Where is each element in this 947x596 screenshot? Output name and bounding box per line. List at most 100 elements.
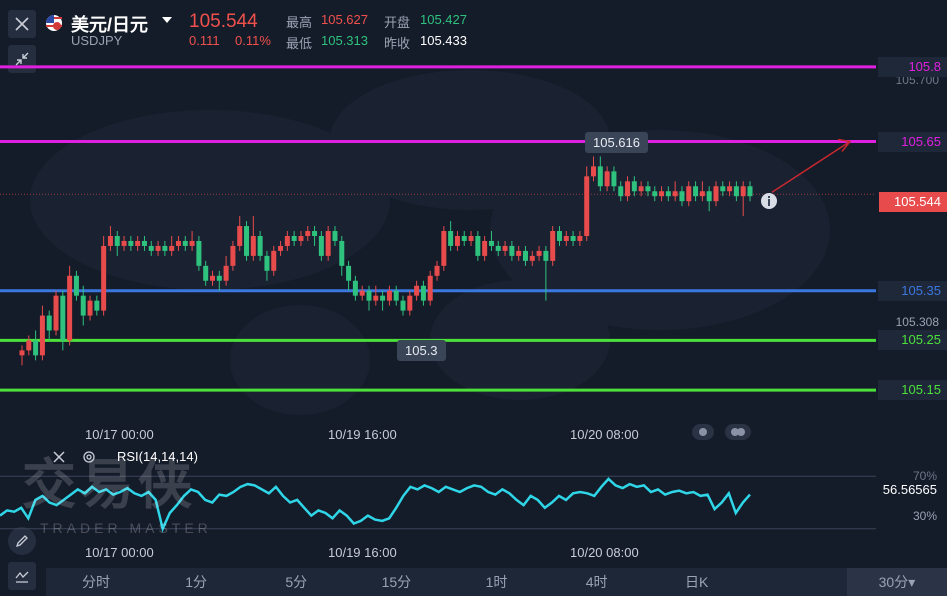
candle-body xyxy=(264,255,270,271)
candle-body xyxy=(67,275,73,341)
candle-body xyxy=(182,240,188,246)
tab-30min[interactable]: 30分▾ xyxy=(846,568,947,596)
candle-body xyxy=(148,245,154,251)
candle-body xyxy=(101,245,107,311)
level-105-15-tag: 105.15 xyxy=(878,380,947,401)
candle-body xyxy=(250,236,256,256)
candle-body xyxy=(46,315,52,331)
candle-body xyxy=(407,295,413,311)
rsi-time-label-3: 10/20 08:00 xyxy=(570,545,639,560)
candle-body xyxy=(339,240,345,266)
price-change: 0.111 xyxy=(189,33,220,48)
candle-body xyxy=(652,191,658,197)
candle-body xyxy=(570,236,576,241)
candle-body xyxy=(352,280,358,296)
settings-icon[interactable] xyxy=(82,450,96,464)
axis-label-bottom: 105.308 xyxy=(895,315,939,329)
candle-body xyxy=(727,186,733,192)
candle-body xyxy=(94,300,100,311)
candle-body xyxy=(502,245,508,251)
candle-body xyxy=(414,285,420,296)
open-label: 开盘 xyxy=(384,15,411,30)
candle-body xyxy=(699,191,705,197)
candle-body xyxy=(162,245,168,251)
candle-body xyxy=(53,295,59,331)
candle-body xyxy=(563,236,569,241)
time-label-1: 10/17 00:00 xyxy=(85,427,154,442)
low-value: 105.313 xyxy=(321,33,368,48)
candle-body xyxy=(284,236,290,246)
time-label-2: 10/19 16:00 xyxy=(328,427,397,442)
candle-body xyxy=(278,245,284,251)
high-marker: 105.616 xyxy=(585,132,648,153)
info-icon[interactable] xyxy=(760,192,778,210)
candle-body xyxy=(645,186,651,192)
pencil-icon xyxy=(15,535,28,548)
candle-body xyxy=(441,231,447,266)
candle-body xyxy=(454,236,460,246)
candle-body xyxy=(175,240,181,246)
watermark-sub: TRADER MASTER xyxy=(40,520,212,536)
candle-body xyxy=(26,340,32,351)
candle-body xyxy=(73,275,79,296)
rsi-level-30: 30% xyxy=(912,509,937,523)
candle-body xyxy=(693,186,699,197)
rsi-chart[interactable] xyxy=(0,440,947,568)
close-indicator-icon[interactable] xyxy=(52,450,66,464)
tab-daily[interactable]: 日K xyxy=(685,574,709,590)
candle-body xyxy=(305,231,311,236)
indicator-tool-button[interactable] xyxy=(8,562,36,590)
candle-body xyxy=(536,250,542,256)
tab-1min[interactable]: 1分 xyxy=(185,574,208,590)
pair-name[interactable]: 美元/日元 xyxy=(71,15,149,35)
candle-body xyxy=(271,250,277,271)
candle-body xyxy=(60,295,66,341)
prev-close-value: 105.433 xyxy=(420,33,467,48)
candle-body xyxy=(509,245,515,256)
candle-body xyxy=(196,240,202,266)
us-jp-flag-icon xyxy=(46,15,62,31)
candle-body xyxy=(325,231,331,256)
candle-body xyxy=(591,166,597,177)
candle-body xyxy=(203,265,209,281)
candle-body xyxy=(169,245,175,251)
tab-5min[interactable]: 5分 xyxy=(285,574,308,590)
rsi-label: RSI(14,14,14) xyxy=(117,449,198,464)
tab-timeshare[interactable]: 分时 xyxy=(82,574,111,590)
candle-body xyxy=(522,250,528,261)
candle-body xyxy=(380,295,386,301)
candle-body xyxy=(461,236,467,241)
candle-body xyxy=(625,181,631,197)
tab-15min[interactable]: 15分 xyxy=(381,574,412,590)
candle-body xyxy=(543,250,549,261)
scroll-dot-2-b xyxy=(737,428,745,436)
timeframe-tabbar: 分时 1分 5分 15分 1时 4时 日K 30分▾ xyxy=(46,568,947,596)
candlestick-chart[interactable] xyxy=(0,0,947,440)
candle-body xyxy=(686,186,692,202)
high-label: 最高 xyxy=(286,15,313,30)
scroll-dot-1-inner xyxy=(699,428,707,436)
tab-1hour[interactable]: 1时 xyxy=(485,574,508,590)
rsi-level-70: 70% xyxy=(912,469,937,483)
time-label-3: 10/20 08:00 xyxy=(570,427,639,442)
close-button[interactable] xyxy=(8,10,36,38)
candle-body xyxy=(135,240,141,246)
candle-body xyxy=(257,236,263,256)
candle-body xyxy=(33,340,39,356)
level-105-25-tag: 105.25 xyxy=(878,330,947,351)
candle-body xyxy=(720,186,726,192)
candle-body xyxy=(488,240,494,246)
candle-body xyxy=(346,265,352,281)
candle-body xyxy=(107,236,113,246)
candle-body xyxy=(393,290,399,301)
candle-body xyxy=(210,275,216,281)
draw-tool-button[interactable] xyxy=(8,527,36,555)
rsi-time-label-2: 10/19 16:00 xyxy=(328,545,397,560)
chevron-down-icon[interactable] xyxy=(162,17,172,25)
candle-body xyxy=(230,245,236,266)
trend-arrow-head xyxy=(837,138,852,152)
candle-body xyxy=(298,236,304,241)
tab-4hour[interactable]: 4时 xyxy=(585,574,608,590)
tab-30min-dropdown-icon: ▾ xyxy=(908,574,916,590)
open-value: 105.427 xyxy=(420,12,467,27)
